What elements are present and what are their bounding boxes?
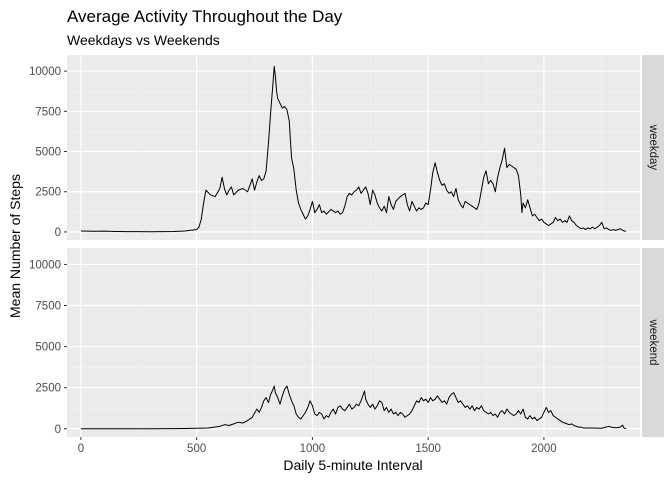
- y-tick-label: 5000: [35, 147, 61, 159]
- chart-subtitle: Weekdays vs Weekends: [67, 32, 220, 48]
- y-tick-label: 2500: [35, 187, 61, 199]
- y-tick-label: 10000: [29, 66, 61, 78]
- panel-background: [67, 248, 640, 437]
- x-tick-label: 1500: [415, 443, 441, 455]
- y-tick-label: 7500: [35, 301, 61, 313]
- facet-strip: [642, 248, 664, 437]
- y-tick-label: 2500: [35, 383, 61, 395]
- x-axis-title: Daily 5-minute Interval: [283, 457, 422, 473]
- x-tick-label: 1000: [300, 443, 326, 455]
- y-axis-title: Mean Number of Steps: [7, 174, 23, 318]
- facet-strip-label: weekend: [647, 318, 659, 365]
- series-line-weekday: [80, 65, 627, 233]
- facet-strip-label: weekday: [647, 124, 659, 171]
- x-tick-label: 2000: [531, 443, 557, 455]
- y-tick-label: 5000: [35, 342, 61, 354]
- series-line-weekend: [80, 385, 627, 430]
- facet-panel-weekend: 0 2500 5000 7500 10000 weekend: [29, 248, 664, 437]
- x-axis: 0 500 1000 1500 2000: [78, 437, 557, 455]
- y-tick-label: 7500: [35, 106, 61, 118]
- x-tick-label: 0: [78, 443, 84, 455]
- panel-background: [67, 55, 640, 240]
- facet-panel-weekday: 0 2500 5000 7500 10000 weekday: [29, 55, 664, 240]
- chart-title: Average Activity Throughout the Day: [67, 7, 343, 26]
- y-tick-label: 0: [55, 424, 61, 436]
- x-tick-label: 500: [187, 443, 206, 455]
- facet-strip: [642, 55, 664, 240]
- y-tick-label: 0: [55, 227, 61, 239]
- y-tick-label: 10000: [29, 259, 61, 271]
